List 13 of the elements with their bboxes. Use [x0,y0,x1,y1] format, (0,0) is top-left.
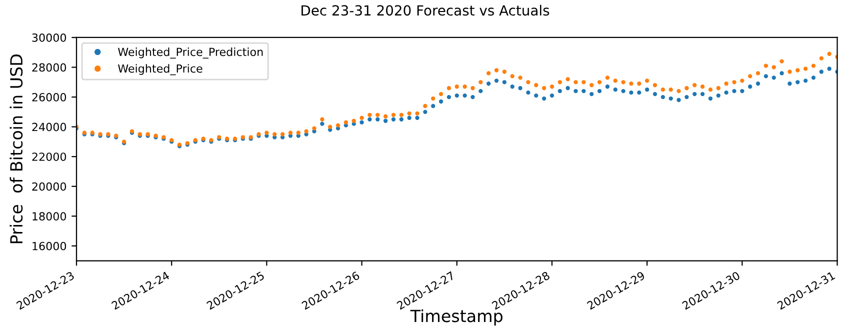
legend-label: Weighted_Price [118,64,202,76]
y-tick-label: 26000 [32,93,66,102]
y-tick-label: 28000 [32,63,66,72]
legend-label: Weighted_Price_Prediction [118,47,263,59]
x-axis-title: Timestamp [410,309,502,326]
y-axis-title: Price of Bitcoin in USD [10,54,23,244]
y-tick-label: 18000 [32,212,66,221]
y-tick-label: 24000 [32,122,66,132]
y-tick-label: 16000 [32,242,66,250]
chart-title: Dec 23-31 2020 Forecast vs Actuals [302,4,550,16]
y-tick-label: 20000 [32,182,66,191]
y-tick-label: 22000 [32,152,66,161]
y-tick-label: 30000 [32,33,66,42]
